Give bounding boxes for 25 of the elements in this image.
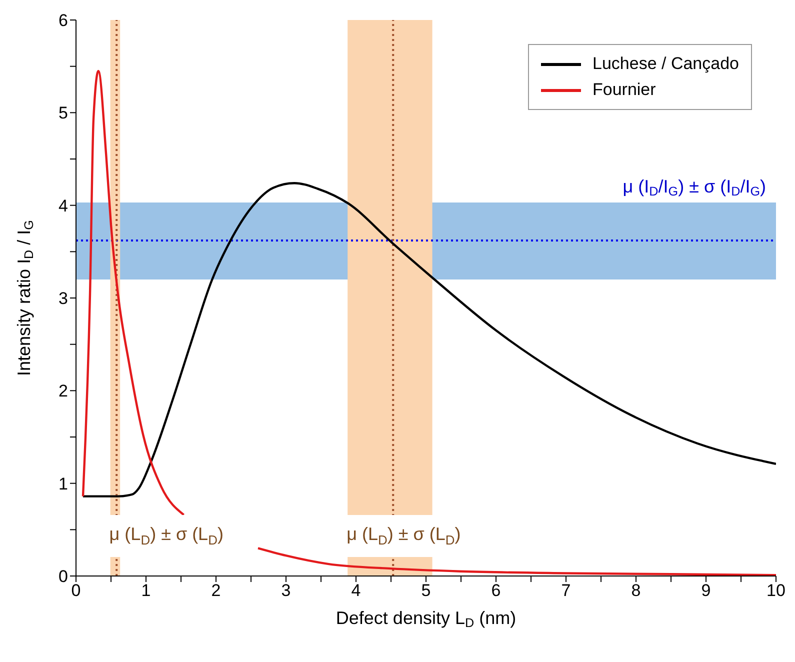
line-series — [82, 182, 776, 498]
x-tick-label: 3 — [281, 581, 291, 600]
y-tick-label: 6 — [58, 11, 68, 30]
x-tick-label: 10 — [766, 581, 786, 600]
band-label: μ (L$_{D}$) ± σ (L$_{D}$) — [346, 524, 461, 548]
x-tick-label: 4 — [351, 581, 361, 600]
legend-label: Luchese / Cançado — [592, 53, 739, 75]
x-tick-label: 5 — [421, 581, 431, 600]
x-axis-title: Defect density L$_{D}$ (nm) — [336, 608, 516, 630]
y-tick-label: 4 — [58, 196, 68, 216]
x-tick-label: 8 — [631, 581, 641, 600]
text: μ (I$_{D}$/I$_{G}$) ± σ (I$_{D}$/I$_{G}$) — [622, 176, 766, 199]
x-tick-label: 9 — [701, 581, 711, 600]
y-tick-label: 2 — [58, 382, 68, 401]
x-tick-label: 1 — [141, 581, 151, 600]
legend-label: Fournier — [592, 79, 656, 101]
y-tick-label: 3 — [58, 289, 68, 308]
x-tick-label: 7 — [561, 581, 571, 600]
y-tick-label: 5 — [58, 104, 68, 123]
x-tick-label: 6 — [491, 581, 501, 600]
band-label: μ (L$_{D}$) ± σ (L$_{D}$) — [109, 524, 224, 548]
x-tick-label: 0 — [71, 581, 81, 600]
y-tick-label: 0 — [58, 567, 68, 586]
y-tick-label: 1 — [58, 474, 68, 494]
x-tick-label: 2 — [211, 581, 221, 600]
